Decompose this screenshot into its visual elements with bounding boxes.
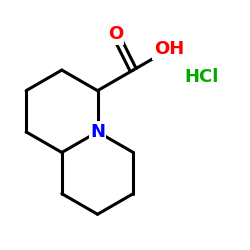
Text: HCl: HCl	[185, 68, 219, 86]
Text: O: O	[108, 25, 123, 43]
Text: N: N	[90, 123, 105, 141]
Text: OH: OH	[154, 40, 184, 58]
